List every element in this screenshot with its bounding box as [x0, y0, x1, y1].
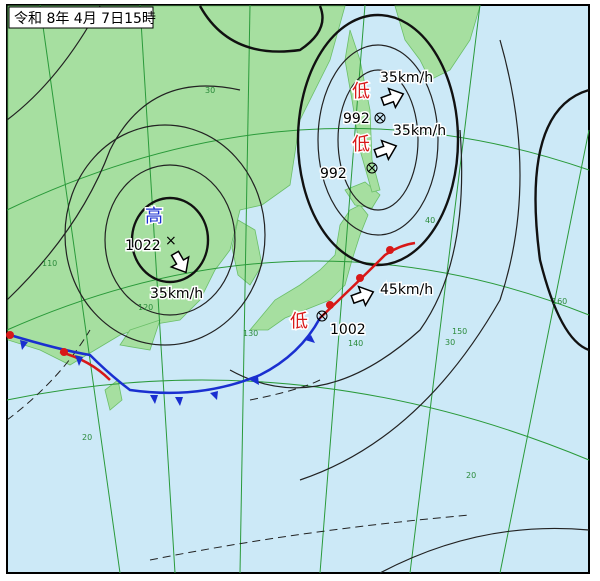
center-mark: ×: [165, 233, 177, 249]
system-label: 低: [352, 81, 370, 102]
grid-label: 40: [425, 216, 435, 225]
map-title: 令和 8年 4月 7日15時: [14, 11, 156, 27]
pressure: 992: [343, 111, 370, 127]
grid-label: 30: [445, 338, 455, 347]
system-label: 高: [145, 206, 163, 227]
pressure: 1022: [125, 238, 161, 254]
center-mark: [368, 164, 376, 172]
speed: 35km/h: [380, 70, 433, 86]
pressure: 1002: [330, 322, 366, 338]
grid-label: 160: [552, 297, 567, 306]
grid-label: 20: [466, 471, 476, 480]
isobars: [6, 5, 590, 574]
grid-label: 150: [452, 327, 467, 336]
grid-label: 130: [243, 329, 258, 338]
system-label: 低: [290, 311, 308, 332]
system-label: 低: [352, 134, 370, 155]
pressure: 992: [320, 166, 347, 182]
land: [7, 5, 481, 411]
grid-label: 110: [42, 259, 57, 268]
speed: 45km/h: [380, 282, 433, 298]
title-box: [8, 6, 154, 29]
motion-arrow: [169, 250, 190, 274]
center-mark: [374, 112, 386, 124]
center-mark: [316, 310, 328, 322]
speed: 35km/h: [393, 123, 446, 139]
speed: 35km/h: [150, 286, 203, 302]
grid-label: 140: [348, 339, 363, 348]
fronts: [6, 241, 416, 406]
motion-arrow: [350, 285, 375, 308]
motion-arrow: [373, 139, 398, 162]
center-mark: [366, 162, 378, 174]
grid-label: 30: [205, 86, 215, 95]
center-mark: [318, 312, 326, 320]
grid-label: 120: [138, 303, 153, 312]
motion-arrow: [380, 87, 405, 110]
center-mark: [376, 114, 384, 122]
grid-label: 20: [82, 433, 92, 442]
labels: 高×1022 35km/h 低 992 35km/h 低 992 35km/h 低 1002 45k…: [42, 69, 567, 481]
